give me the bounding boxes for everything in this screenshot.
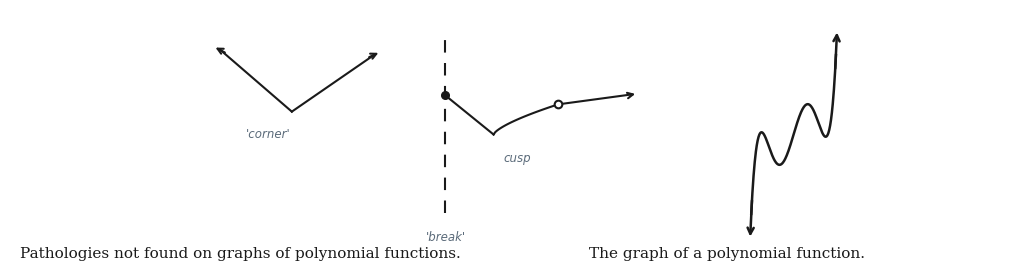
- Text: cusp: cusp: [504, 152, 530, 165]
- Text: 'break': 'break': [425, 231, 466, 244]
- Text: 'corner': 'corner': [246, 128, 291, 141]
- Text: The graph of a polynomial function.: The graph of a polynomial function.: [589, 247, 865, 261]
- Text: Pathologies not found on graphs of polynomial functions.: Pathologies not found on graphs of polyn…: [20, 247, 461, 261]
